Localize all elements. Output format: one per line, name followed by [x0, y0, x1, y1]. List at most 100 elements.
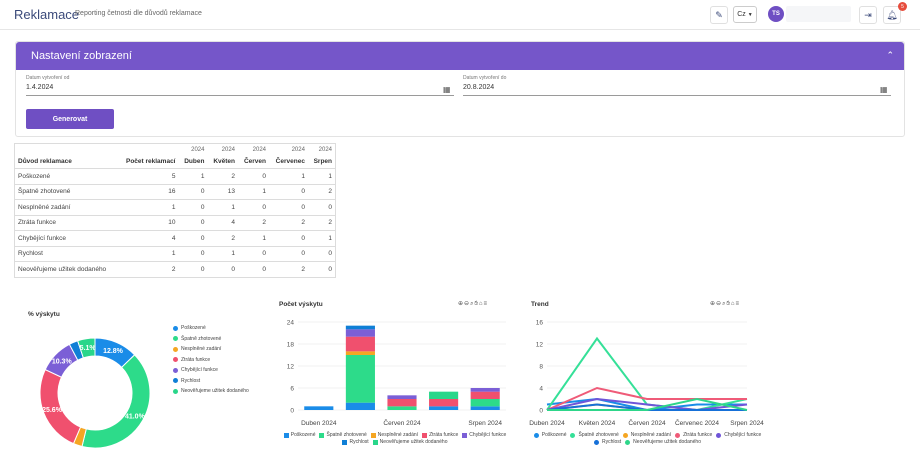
settings-panel-header[interactable]: Nastavení zobrazení ⌃: [16, 42, 904, 70]
calendar-icon[interactable]: ▦: [880, 85, 888, 94]
y-tick-label: 0: [290, 408, 294, 415]
legend-item[interactable]: Rychlost: [342, 439, 369, 445]
caret-down-icon: ▼: [747, 11, 753, 18]
bar-segment[interactable]: [345, 351, 375, 355]
header-month[interactable]: Květen: [207, 155, 239, 169]
legend-item[interactable]: Rychlost: [593, 439, 621, 445]
cell-month-value: 2: [269, 215, 308, 231]
header-month[interactable]: Červenec: [269, 155, 308, 169]
header-reason[interactable]: Důvod reklamace: [14, 155, 115, 169]
bar-segment[interactable]: [470, 391, 500, 399]
x-tick-label: Srpen 2024: [730, 420, 764, 427]
bar-segment[interactable]: [470, 406, 500, 410]
legend-item[interactable]: Ztráta funkce: [675, 432, 712, 438]
legend-item[interactable]: Poškozené: [533, 432, 566, 438]
bar-segment[interactable]: [387, 395, 417, 399]
pie-slice[interactable]: [77, 337, 96, 359]
legend-item[interactable]: Chybějící funkce: [173, 365, 249, 376]
legend-marker: [593, 439, 599, 445]
header-count[interactable]: Počet reklamací: [114, 155, 179, 169]
menu-icon[interactable]: ≡: [483, 301, 488, 307]
header-month[interactable]: Duben: [178, 155, 208, 169]
generate-button[interactable]: Generovat: [26, 109, 114, 129]
date-from-label: Datum vytvoření od: [26, 75, 70, 81]
menu-icon[interactable]: ≡: [735, 301, 740, 307]
bar-segment[interactable]: [429, 406, 459, 410]
table-row[interactable]: Neověřujeme užitek dodaného 2 0 0 0 2 0: [14, 261, 336, 278]
legend-item[interactable]: Chybějící funkce: [716, 432, 761, 438]
date-to-field[interactable]: Datum vytvoření do 20.8.2024 ▦: [463, 75, 891, 96]
bar-segment[interactable]: [387, 399, 417, 407]
date-from-value[interactable]: 1.4.2024: [26, 84, 54, 91]
table-row[interactable]: Nesplněné zadání 1 0 1 0 0 0: [14, 199, 336, 216]
zoom-out-icon[interactable]: ⊖: [464, 301, 471, 307]
bar-segment[interactable]: [429, 391, 459, 399]
edit-button[interactable]: ✎: [710, 6, 728, 24]
series-line[interactable]: [546, 397, 748, 412]
date-from-field[interactable]: Datum vytvoření od 1.4.2024 ▦: [26, 75, 454, 96]
legend-marker: [716, 432, 722, 438]
app-title[interactable]: Reklamace: [14, 7, 80, 22]
bar-segment[interactable]: [470, 388, 500, 392]
logout-button[interactable]: ⇥: [859, 6, 877, 24]
avatar[interactable]: TS: [768, 6, 784, 22]
legend-item[interactable]: Ztráta funkce: [173, 355, 249, 366]
bar-segment[interactable]: [429, 399, 459, 407]
legend-marker: [173, 378, 178, 384]
legend-item[interactable]: Rychlost: [173, 376, 249, 387]
legend-label: Chybějící funkce: [724, 432, 762, 438]
table-row[interactable]: Špatně zhotovené 16 0 13 1 0 2: [14, 184, 336, 200]
legend-item[interactable]: Chybějící funkce: [462, 432, 506, 438]
bar-segment[interactable]: [345, 402, 375, 410]
pan-icon[interactable]: ✋︎: [474, 301, 479, 307]
bar-segment[interactable]: [387, 406, 417, 410]
bar-segment[interactable]: [304, 406, 334, 410]
bar-segment[interactable]: [345, 329, 375, 337]
legend-marker: [372, 439, 378, 445]
table-row[interactable]: Ztráta funkce 10 0 4 2 2 2: [14, 215, 336, 231]
legend-item[interactable]: Neověřujeme užitek dodaného: [173, 386, 249, 397]
header-month[interactable]: Červen: [238, 155, 269, 169]
bar-segment[interactable]: [345, 355, 375, 403]
series-line[interactable]: [546, 386, 747, 411]
language-select[interactable]: Cz ▼: [733, 6, 757, 23]
legend-item[interactable]: Poškozené: [283, 432, 315, 438]
notifications-button[interactable]: 🔔︎: [883, 6, 901, 24]
bar-segment[interactable]: [345, 325, 375, 330]
table-row[interactable]: Poškozené 5 1 2 0 1 1: [14, 168, 336, 185]
zoom-select-icon[interactable]: ⌕: [722, 301, 727, 307]
legend-item[interactable]: Nesplněné zadání: [173, 344, 249, 355]
user-name-box[interactable]: [786, 6, 851, 22]
legend-item[interactable]: Neověřujeme užitek dodaného: [372, 439, 448, 445]
year-header: 2024: [252, 146, 266, 153]
home-icon[interactable]: ⌂: [730, 301, 736, 307]
zoom-out-icon[interactable]: ⊖: [716, 301, 723, 307]
table-row[interactable]: Chybějící funkce 4 0 2 1 0 1: [14, 230, 336, 247]
legend-item[interactable]: Poškozené: [173, 323, 249, 334]
zoom-select-icon[interactable]: ⌕: [470, 301, 475, 307]
zoom-in-icon[interactable]: ⊕: [710, 301, 717, 307]
bar-chart-toolbar[interactable]: ⊕⊖⌕✋︎⌂≡: [458, 300, 488, 308]
legend-item[interactable]: Nesplněné zadání: [370, 432, 418, 438]
legend-item[interactable]: Nesplněné zadání: [622, 432, 671, 438]
table-row[interactable]: Rychlost 1 0 1 0 0 0: [14, 246, 336, 262]
legend-item[interactable]: Špatně zhotovené: [570, 432, 619, 438]
notification-badge: 5: [898, 2, 907, 11]
legend-item[interactable]: Ztráta funkce: [422, 432, 458, 438]
home-icon[interactable]: ⌂: [478, 301, 484, 307]
pencil-icon: ✎: [715, 9, 723, 20]
bar-segment[interactable]: [470, 399, 500, 407]
legend-item[interactable]: Neověřujeme užitek dodaného: [625, 439, 701, 445]
legend-item[interactable]: Špatně zhotovené: [173, 334, 249, 345]
calendar-icon[interactable]: ▦: [443, 85, 451, 94]
pan-icon[interactable]: ✋︎: [726, 301, 731, 307]
zoom-in-icon[interactable]: ⊕: [458, 301, 465, 307]
date-to-value[interactable]: 20.8.2024: [463, 84, 495, 91]
chevron-up-icon[interactable]: ⌃: [886, 50, 894, 60]
pie-slice[interactable]: [81, 354, 151, 449]
line-chart-toolbar[interactable]: ⊕⊖⌕✋︎⌂≡: [710, 300, 740, 308]
series-line[interactable]: [547, 397, 748, 411]
legend-item[interactable]: Špatně zhotovené: [319, 432, 367, 438]
header-month[interactable]: Srpen: [307, 155, 336, 169]
bar-segment[interactable]: [345, 336, 375, 352]
